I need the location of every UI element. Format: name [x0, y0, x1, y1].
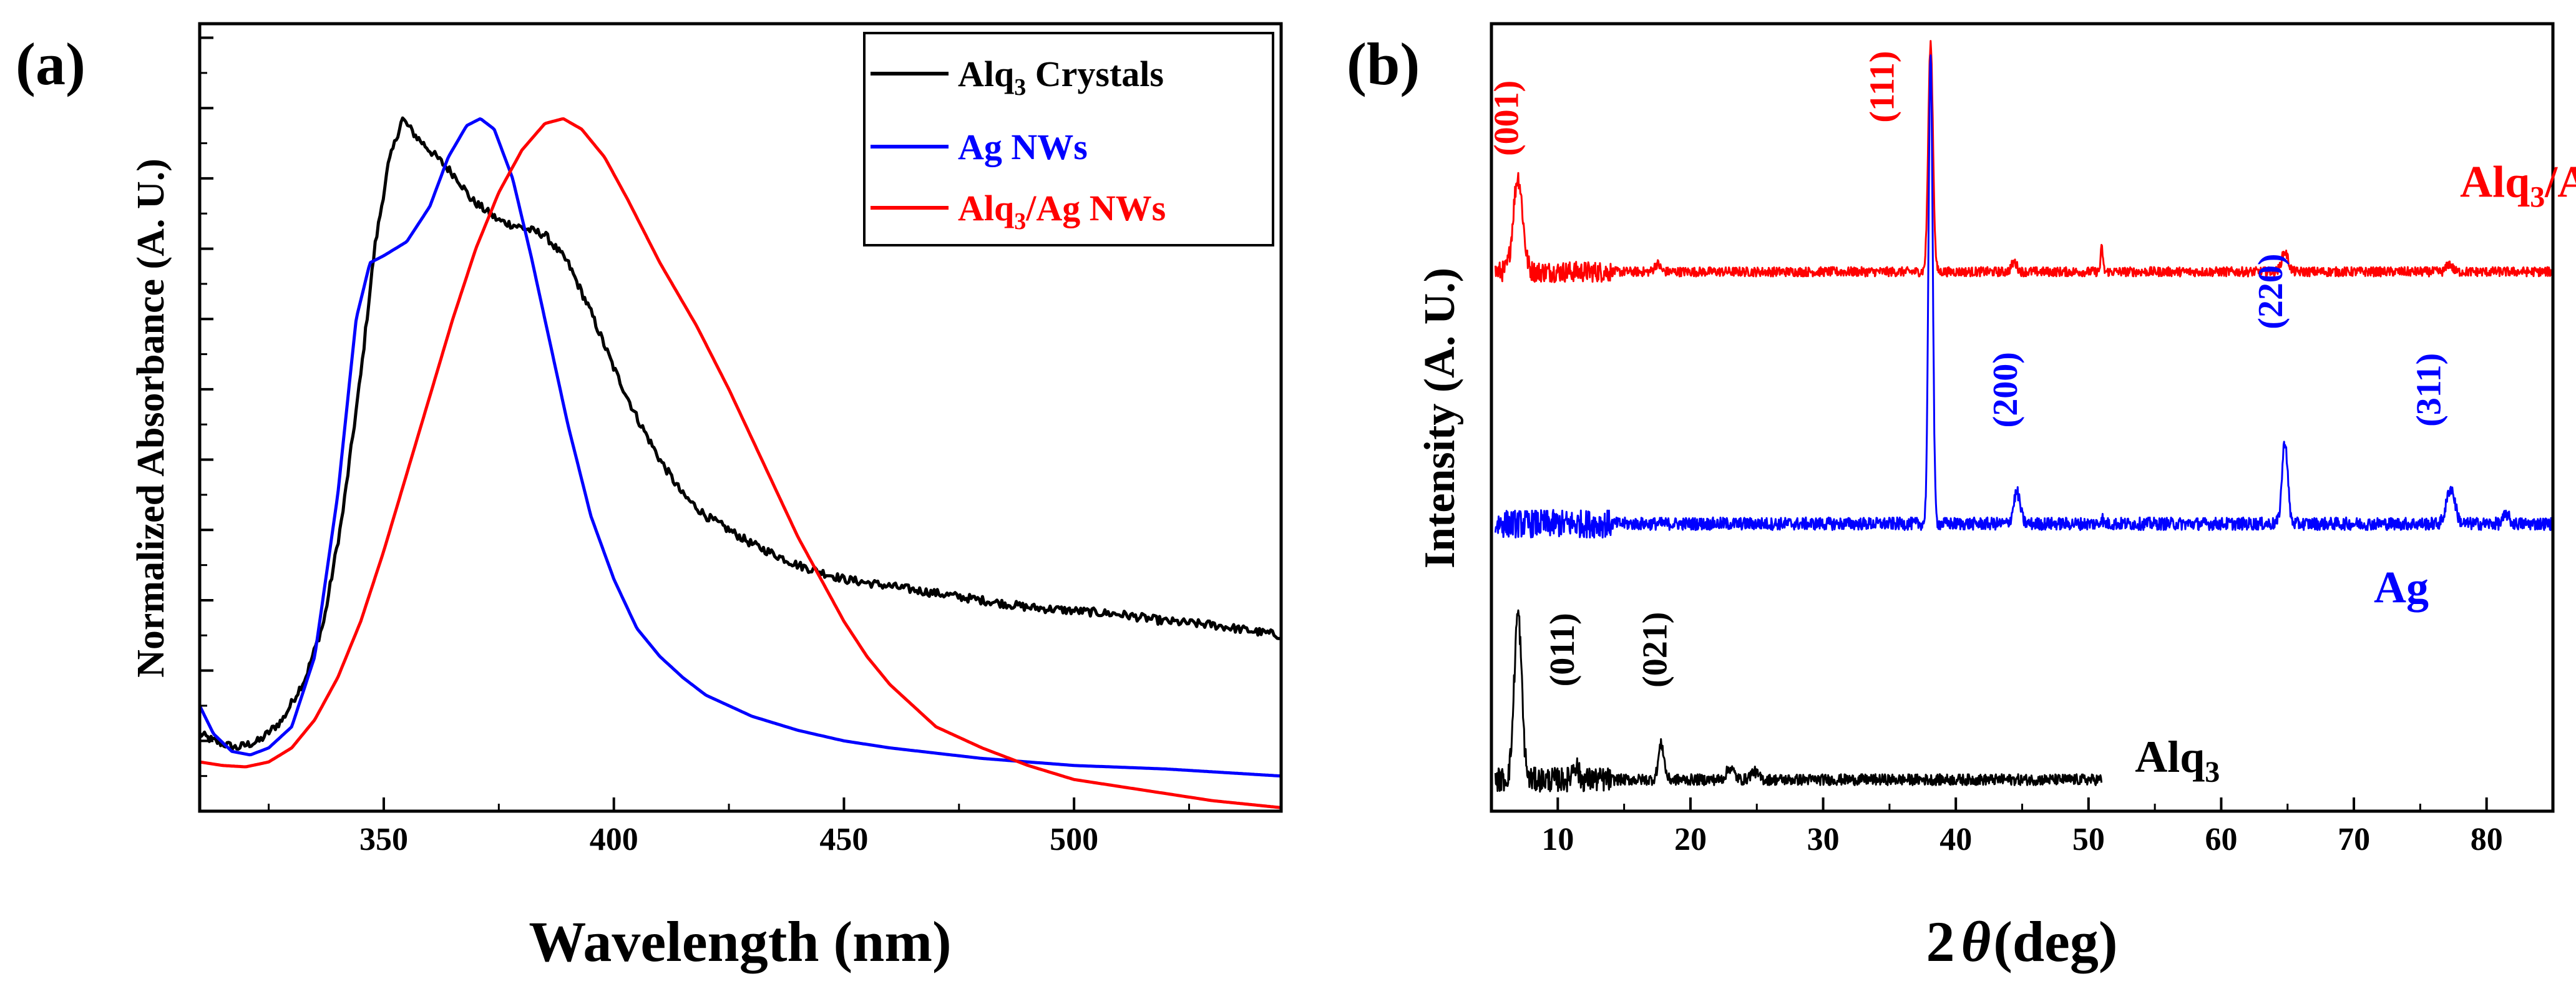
absorbance-x-tick-label: 450: [819, 822, 868, 857]
legend-label-alq3-ag-nws: Alq3/Ag NWs: [958, 188, 1166, 235]
absorbance-series-alq3-crystals: [200, 116, 1281, 752]
xrd-x-axis-title: 2 θ(deg): [1926, 910, 2117, 973]
xrd-x-ticks: 10 20 30 40 50 60 70 80: [1490, 797, 2554, 857]
miller-index-label: (021): [1636, 612, 1675, 688]
absorbance-series-ag-nws: [200, 117, 1281, 778]
xrd-x-tick-label: 20: [1674, 822, 1707, 857]
legend: Alq3 Crystals Ag NWs Alq3/Ag NWs: [863, 32, 1274, 246]
xrd-series-label: Alq3: [2135, 732, 2220, 789]
absorbance-x-tick-label: 500: [1050, 822, 1098, 857]
xrd-annotations: (001) (111) Alq3/Ag (200) (220) (311) Ag (011) (…: [1488, 51, 2576, 788]
xrd-x-tick-label: 30: [1807, 822, 1840, 857]
legend-box: [863, 32, 1274, 246]
xrd-x-tick-label: 50: [2072, 822, 2105, 857]
absorbance-y-ticks: [200, 36, 213, 812]
xrd-series-label: Alq3/Ag: [2460, 157, 2576, 214]
xrd-plot-area: [1494, 40, 2553, 793]
absorbance-plot-area: [200, 116, 1281, 809]
xrd-x-tick-label: 80: [2471, 822, 2503, 857]
xrd-x-tick-label: 70: [2338, 822, 2370, 857]
absorbance-chart: (a) 350 400 450 500 Alq3 Crystals Ag NWs Al…: [16, 22, 1283, 973]
legend-label-ag-nws: Ag NWs: [958, 127, 1088, 167]
panel-b-label: (b): [1347, 31, 1420, 97]
absorbance-y-axis-title: Normalized Absorbance (A. U.): [130, 158, 172, 678]
xrd-series-ag: [1494, 54, 2553, 538]
legend-label-alq3-crystals: Alq3 Crystals: [958, 54, 1164, 100]
miller-index-label: (001): [1488, 80, 1526, 156]
absorbance-x-axis-title: Wavelength (nm): [529, 910, 951, 973]
miller-index-label: (220): [2252, 253, 2290, 329]
xrd-chart: (b) 10 20 30 40 50 60 70 80 (001) (111) Alq3/Ag (2…: [1347, 22, 2576, 973]
absorbance-x-tick-label: 350: [359, 822, 408, 857]
xrd-x-tick-label: 10: [1541, 822, 1574, 857]
absorbance-plot-frame: [198, 22, 1283, 813]
absorbance-series-alq3-ag-nws: [200, 117, 1281, 809]
xrd-y-axis-title: Intensity (A. U.): [1416, 268, 1464, 568]
absorbance-x-ticks: 350 400 450 500: [268, 797, 1191, 857]
xrd-series-label: Ag: [2374, 563, 2429, 613]
xrd-series-alq3: [1494, 609, 2103, 793]
xrd-x-tick-label: 60: [2205, 822, 2237, 857]
miller-index-label: (111): [1863, 51, 1901, 122]
miller-index-label: (011): [1543, 613, 1582, 686]
xrd-x-tick-label: 40: [1939, 822, 1972, 857]
panel-a-label: (a): [16, 31, 85, 97]
miller-index-label: (311): [2409, 353, 2448, 427]
xrd-series-alq3-ag: [1494, 40, 2553, 283]
absorbance-x-tick-label: 400: [590, 822, 638, 857]
miller-index-label: (200): [1986, 352, 2025, 427]
